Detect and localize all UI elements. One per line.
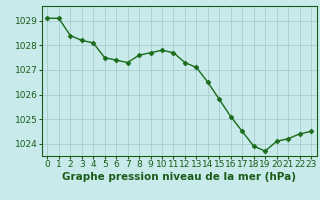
X-axis label: Graphe pression niveau de la mer (hPa): Graphe pression niveau de la mer (hPa) [62, 172, 296, 182]
